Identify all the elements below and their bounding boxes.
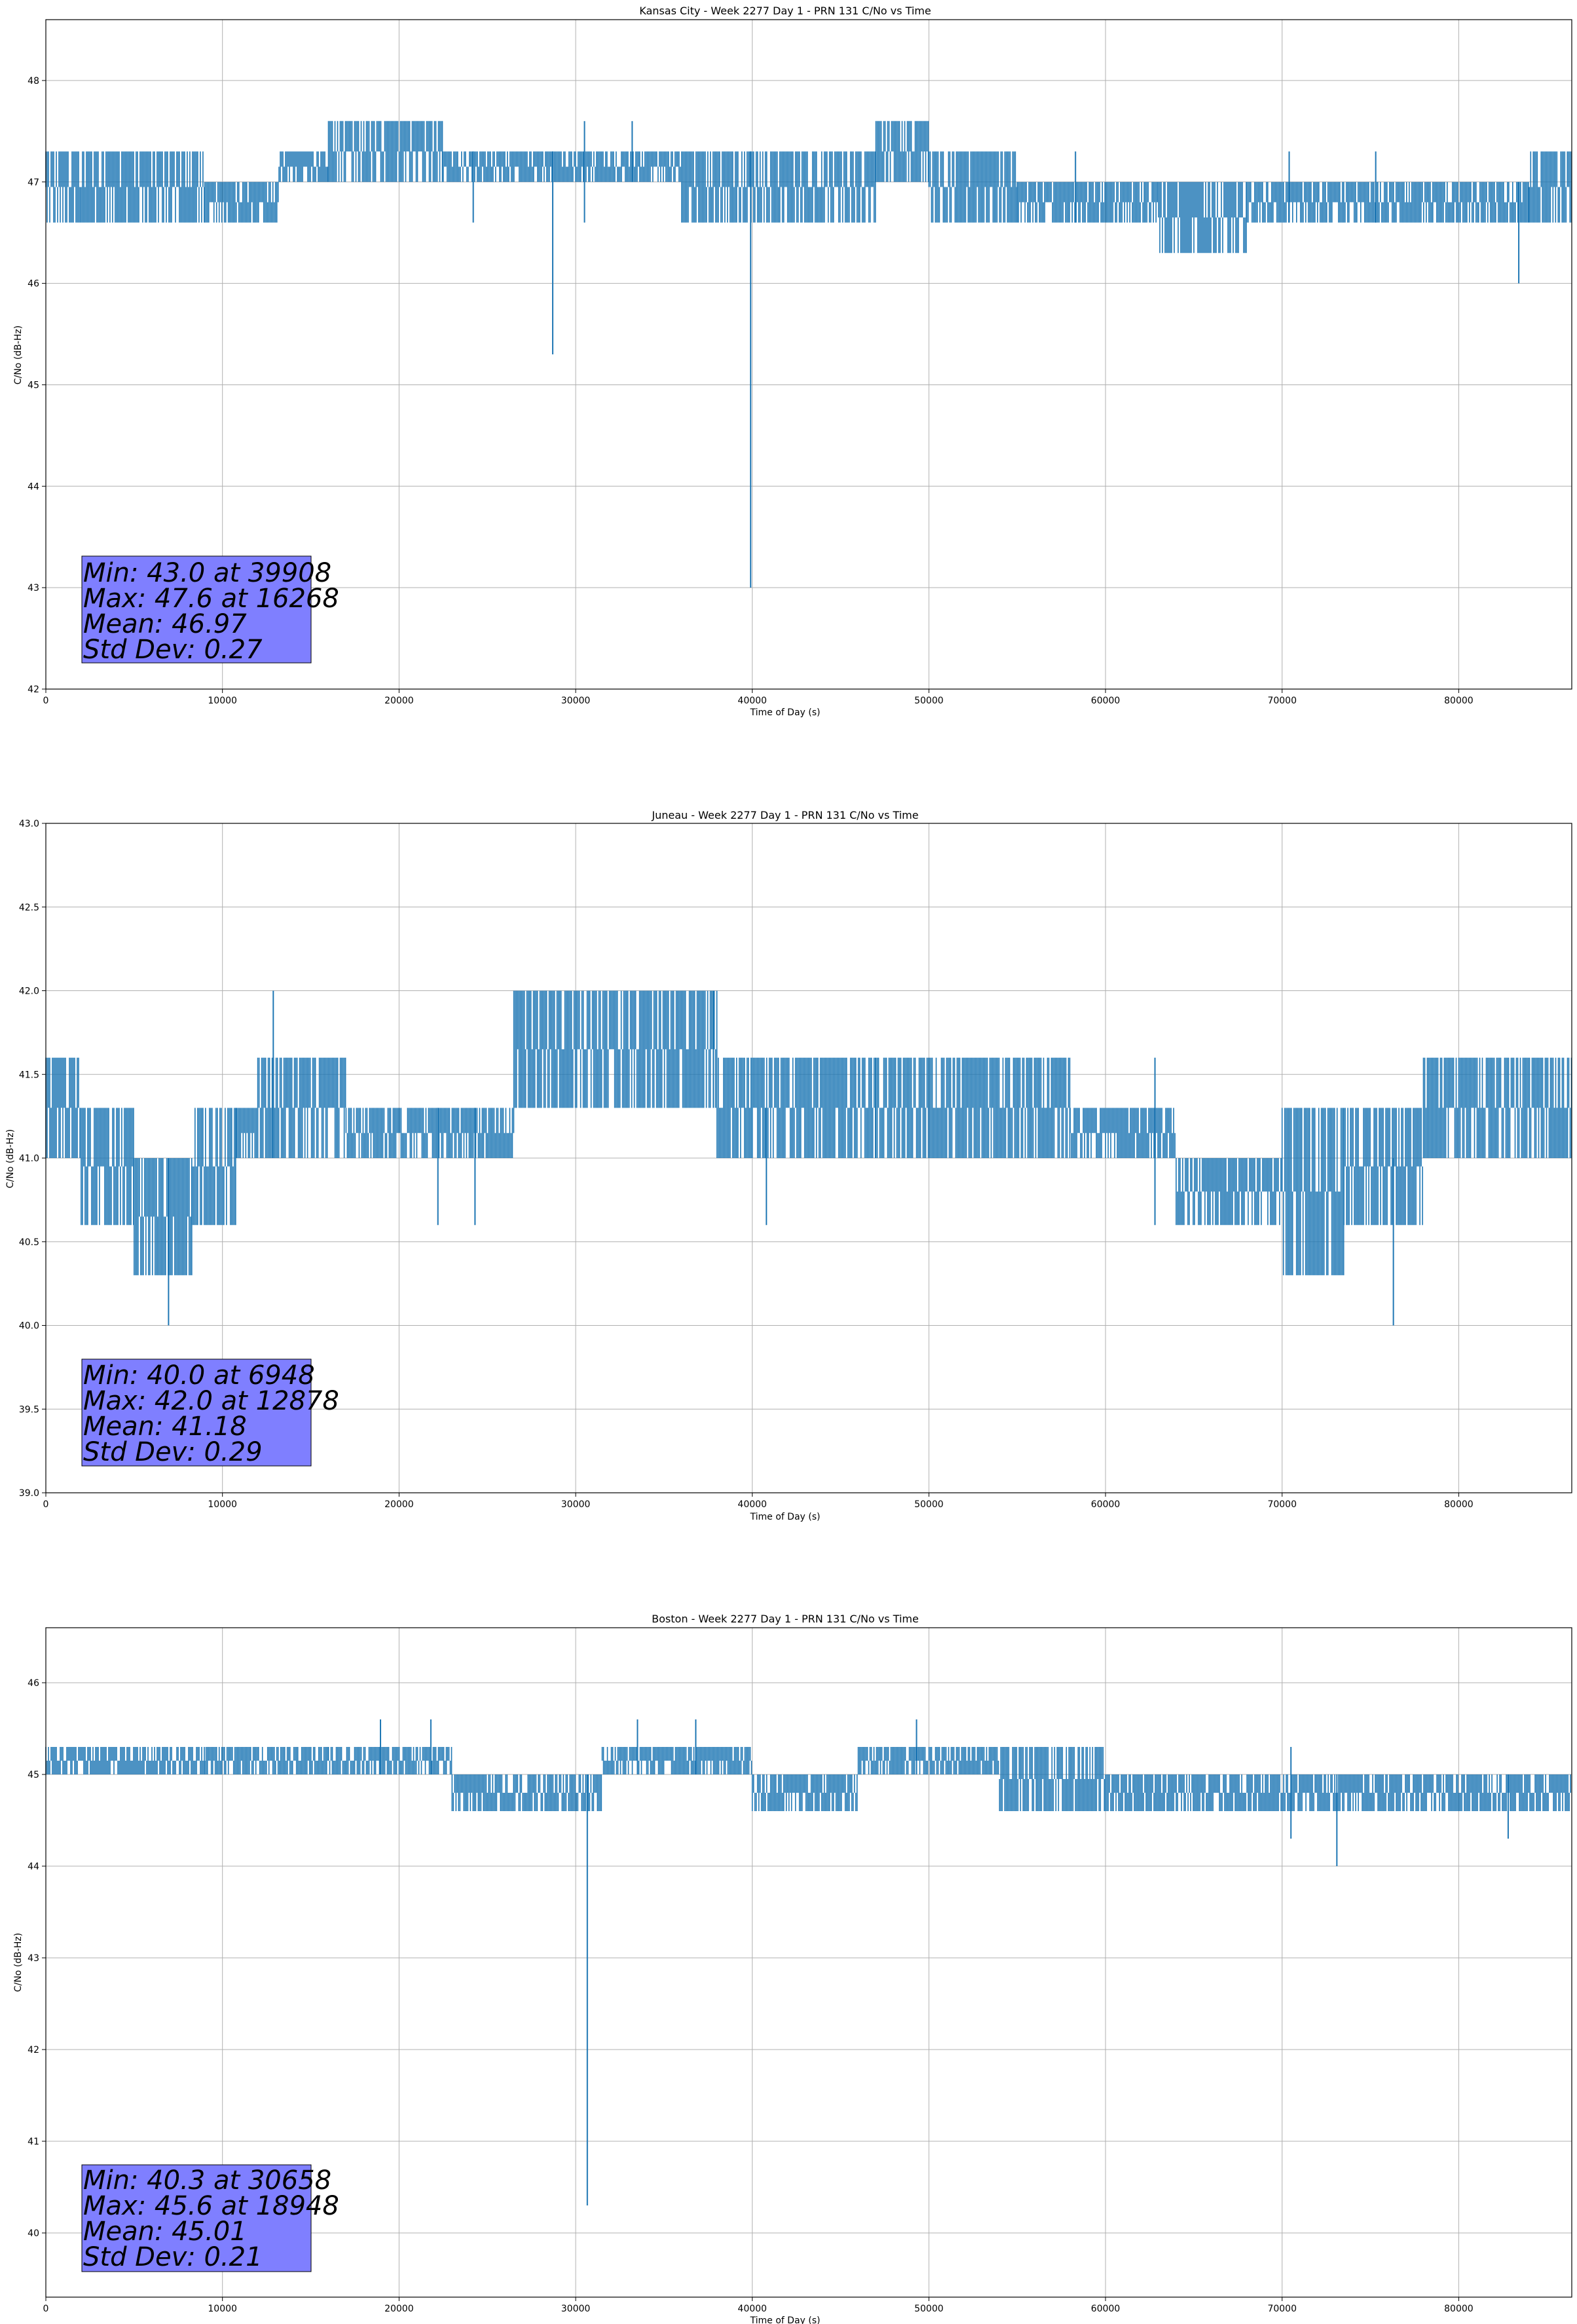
y-tick-label: 47 bbox=[28, 178, 39, 188]
y-tick-label: 45 bbox=[28, 380, 39, 390]
y-axis-label: C/No (dB-Hz) bbox=[13, 1933, 24, 1992]
stats-std-dev: Std Dev: 0.21 bbox=[83, 2242, 263, 2272]
x-tick-label: 60000 bbox=[1091, 1499, 1121, 1510]
x-tick-label: 20000 bbox=[384, 2304, 414, 2314]
y-tick-label: 43 bbox=[28, 1953, 39, 1964]
y-tick-label: 41 bbox=[28, 2137, 39, 2147]
y-tick-label: 42 bbox=[28, 684, 39, 695]
chart-title: Boston - Week 2277 Day 1 - PRN 131 C/No … bbox=[652, 1613, 919, 1625]
y-tick-label: 41.5 bbox=[19, 1070, 39, 1080]
x-axis-label: Time of Day (s) bbox=[750, 2315, 821, 2324]
y-tick-label: 44 bbox=[28, 1862, 39, 1872]
x-tick-label: 40000 bbox=[737, 696, 767, 706]
y-tick-label: 39.5 bbox=[19, 1404, 39, 1415]
stats-min: Min: 43.0 at 39908 bbox=[83, 558, 331, 588]
y-axis-label: C/No (dB-Hz) bbox=[5, 1129, 16, 1188]
y-tick-label: 40 bbox=[28, 2228, 39, 2239]
chart-panel-boston: Boston - Week 2277 Day 1 - PRN 131 C/No … bbox=[13, 1613, 1572, 2324]
x-axis-label: Time of Day (s) bbox=[750, 1512, 821, 1522]
y-tick-label: 40.0 bbox=[19, 1321, 39, 1332]
y-tick-label: 48 bbox=[28, 76, 39, 86]
x-tick-label: 60000 bbox=[1091, 696, 1121, 706]
x-tick-label: 70000 bbox=[1267, 2304, 1297, 2314]
x-tick-label: 20000 bbox=[384, 1499, 414, 1510]
chart-title: Juneau - Week 2277 Day 1 - PRN 131 C/No … bbox=[651, 809, 918, 821]
stats-mean: Mean: 41.18 bbox=[83, 1412, 247, 1442]
y-axis-label: C/No (dB-Hz) bbox=[13, 326, 24, 384]
y-tick-label: 43.0 bbox=[19, 819, 39, 829]
x-tick-label: 20000 bbox=[384, 696, 414, 706]
y-tick-label: 46 bbox=[28, 279, 39, 290]
x-tick-label: 60000 bbox=[1091, 2304, 1121, 2314]
axes-frame bbox=[45, 823, 1572, 1493]
y-tick-label: 44 bbox=[28, 481, 39, 492]
axis-ticks: 0 10000 20000 30000 40000 50000 60000 70000 8000… bbox=[19, 819, 1474, 1510]
x-tick-label: 10000 bbox=[208, 2304, 237, 2314]
y-tick-label: 42 bbox=[28, 2045, 39, 2055]
x-tick-label: 10000 bbox=[208, 1499, 237, 1510]
stats-std-dev: Std Dev: 0.29 bbox=[83, 1437, 263, 1467]
x-tick-label: 0 bbox=[43, 696, 49, 706]
y-tick-label: 43 bbox=[28, 583, 39, 593]
x-tick-label: 80000 bbox=[1444, 696, 1474, 706]
x-tick-label: 0 bbox=[43, 2304, 49, 2314]
stats-max: Max: 45.6 at 18948 bbox=[83, 2191, 339, 2221]
chart-panel-juneau: Juneau - Week 2277 Day 1 - PRN 131 C/No … bbox=[5, 809, 1572, 1522]
x-tick-label: 80000 bbox=[1444, 1499, 1474, 1510]
y-tick-label: 41.0 bbox=[19, 1153, 39, 1164]
x-tick-label: 50000 bbox=[914, 1499, 944, 1510]
stats-annotation: Min: 40.0 at 6948 Max: 42.0 at 12878 Mea… bbox=[81, 1359, 339, 1467]
y-tick-label: 40.5 bbox=[19, 1237, 39, 1248]
x-tick-label: 50000 bbox=[914, 696, 944, 706]
x-tick-label: 40000 bbox=[737, 2304, 767, 2314]
data-series bbox=[45, 121, 1572, 588]
stats-box bbox=[81, 2164, 312, 2272]
x-tick-label: 50000 bbox=[914, 2304, 944, 2314]
stats-max: Max: 42.0 at 12878 bbox=[83, 1386, 339, 1416]
y-tick-label: 46 bbox=[28, 1678, 39, 1689]
stats-min: Min: 40.3 at 30658 bbox=[83, 2165, 331, 2196]
x-tick-label: 80000 bbox=[1444, 2304, 1474, 2314]
stats-box bbox=[81, 555, 312, 664]
x-tick-label: 40000 bbox=[737, 1499, 767, 1510]
chart-title: Kansas City - Week 2277 Day 1 - PRN 131 … bbox=[639, 5, 931, 17]
x-tick-label: 30000 bbox=[561, 696, 591, 706]
x-tick-label: 70000 bbox=[1267, 1499, 1297, 1510]
y-tick-label: 42.0 bbox=[19, 986, 39, 997]
stats-mean: Mean: 45.01 bbox=[83, 2217, 247, 2247]
stats-std-dev: Std Dev: 0.27 bbox=[83, 635, 263, 665]
axes-frame bbox=[45, 19, 1572, 690]
x-tick-label: 0 bbox=[43, 1499, 49, 1510]
stats-annotation: Min: 40.3 at 30658 Max: 45.6 at 18948 Me… bbox=[81, 2164, 339, 2272]
axis-ticks: 0 10000 20000 30000 40000 50000 60000 70000 8000… bbox=[28, 76, 1474, 706]
x-tick-label: 70000 bbox=[1267, 696, 1297, 706]
y-tick-label: 42.5 bbox=[19, 903, 39, 913]
y-tick-label: 39.0 bbox=[19, 1488, 39, 1499]
stats-min: Min: 40.0 at 6948 bbox=[83, 1360, 315, 1391]
stats-annotation: Min: 43.0 at 39908 Max: 47.6 at 16268 Me… bbox=[81, 555, 339, 665]
axes-frame bbox=[45, 1627, 1572, 2298]
stats-max: Max: 47.6 at 16268 bbox=[83, 584, 339, 614]
y-tick-label: 45 bbox=[28, 1770, 39, 1780]
stats-box bbox=[81, 1359, 312, 1467]
x-tick-label: 30000 bbox=[561, 2304, 591, 2314]
x-axis-label: Time of Day (s) bbox=[750, 707, 821, 718]
x-tick-label: 30000 bbox=[561, 1499, 591, 1510]
chart-panel-kansas-city: Kansas City - Week 2277 Day 1 - PRN 131 … bbox=[13, 5, 1572, 718]
stats-mean: Mean: 46.97 bbox=[83, 609, 247, 639]
axis-ticks: 0 10000 20000 30000 40000 50000 60000 70000 8000… bbox=[28, 1678, 1474, 2314]
x-tick-label: 10000 bbox=[208, 696, 237, 706]
